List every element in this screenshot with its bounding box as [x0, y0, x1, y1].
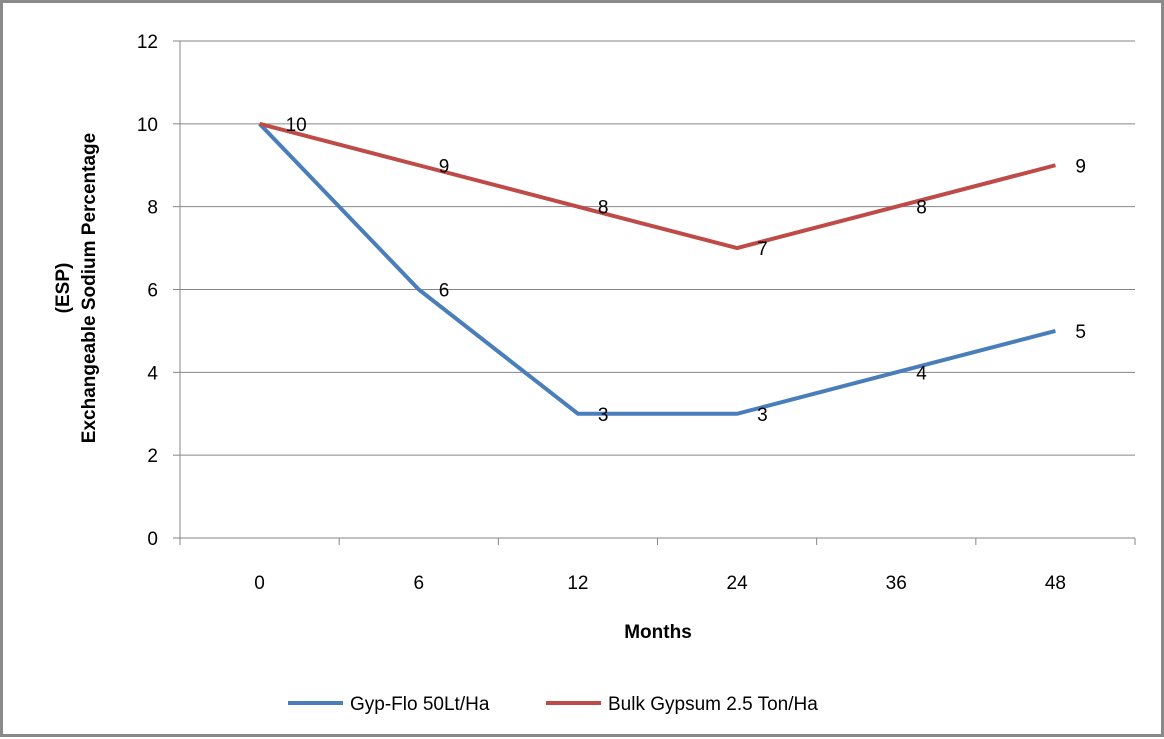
data-label-gyp-flo-24: 3 [757, 405, 768, 426]
axes [173, 41, 1135, 545]
x-tick-label-6: 6 [413, 573, 424, 594]
y-tick-label-0: 0 [147, 529, 158, 550]
legend-label-gyp-flo: Gyp-Flo 50Lt/Ha [350, 694, 490, 715]
data-label-gyp-flo-12: 3 [598, 405, 609, 426]
data-label-bulk-gypsum-48: 9 [1075, 156, 1086, 177]
series-lines [260, 124, 1056, 414]
legend: Gyp-Flo 50Lt/Ha Bulk Gypsum 2.5 Ton/Ha [288, 694, 818, 715]
data-label-bulk-gypsum-36: 8 [916, 198, 927, 219]
data-label-bulk-gypsum-24: 7 [757, 239, 768, 260]
gridlines [180, 41, 1135, 455]
data-label-gyp-flo-6: 6 [439, 281, 450, 302]
y-axis-title-line-2: Exchangeable Sodium Percentage [79, 133, 100, 443]
series-line-bulk-gypsum [260, 124, 1056, 248]
data-label-bulk-gypsum-0: 10 [286, 115, 307, 136]
y-tick-labels: 0 2 4 6 8 10 12 [137, 32, 159, 550]
y-tick-label-12: 12 [137, 32, 158, 53]
y-tick-label-4: 4 [147, 363, 158, 384]
x-axis-title: Months [624, 622, 692, 643]
x-tick-label-48: 48 [1045, 573, 1066, 594]
series-line-gyp-flo [260, 124, 1056, 414]
y-tick-label-2: 2 [147, 446, 158, 467]
y-tick-label-10: 10 [137, 115, 158, 136]
x-tick-label-24: 24 [727, 573, 749, 594]
legend-label-bulk-gypsum: Bulk Gypsum 2.5 Ton/Ha [608, 694, 818, 715]
y-tick-label-8: 8 [147, 198, 158, 219]
data-label-gyp-flo-48: 5 [1075, 322, 1086, 343]
y-tick-label-6: 6 [147, 281, 158, 302]
x-tick-label-12: 12 [567, 573, 588, 594]
data-label-bulk-gypsum-6: 9 [439, 156, 450, 177]
data-label-bulk-gypsum-12: 8 [598, 198, 609, 219]
x-tick-label-36: 36 [886, 573, 907, 594]
data-label-gyp-flo-36: 4 [916, 363, 927, 384]
y-axis-title-line-1: (ESP) [53, 263, 74, 314]
x-tick-labels: 0 6 12 24 36 48 [254, 573, 1066, 594]
x-tick-label-0: 0 [254, 573, 265, 594]
